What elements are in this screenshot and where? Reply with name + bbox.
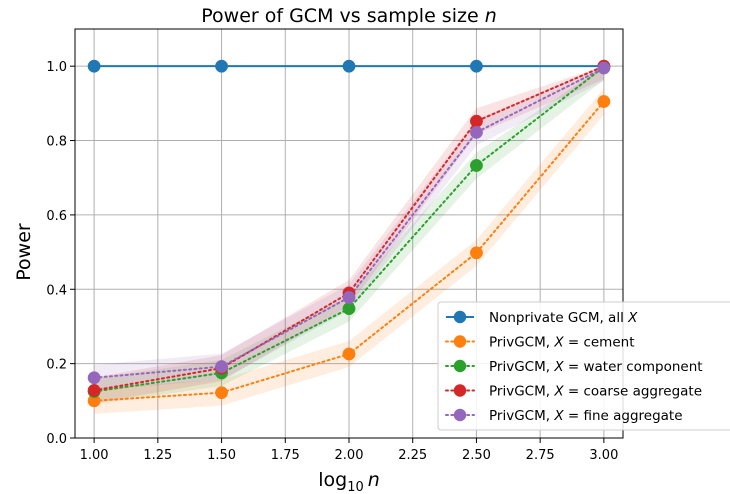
x-tick-label: 1.00	[80, 448, 109, 463]
data-point-series-5	[597, 61, 611, 75]
chart-title: Power of GCM vs sample size n	[201, 5, 497, 27]
legend-label-4: PrivGCM, X = coarse aggregate	[489, 384, 702, 400]
x-axis-label-sub: 10	[347, 480, 364, 494]
y-axis-label: Power	[13, 223, 35, 281]
data-point-series-2	[469, 246, 483, 260]
data-point-series-2	[597, 95, 611, 108]
y-tick-label: 0.6	[46, 209, 67, 224]
data-point-series-5	[87, 371, 101, 385]
x-axis-label-base: log	[318, 469, 347, 491]
data-point-series-5	[215, 360, 229, 374]
data-point-series-3	[342, 302, 356, 316]
legend-label-5: PrivGCM, X = fine aggregate	[489, 408, 683, 424]
x-axis-label: log10 n	[318, 469, 380, 494]
data-point-series-1	[215, 59, 229, 73]
legend-marker-3	[453, 359, 467, 373]
legend-marker-5	[453, 408, 467, 422]
legend-marker-4	[453, 384, 467, 397]
y-tick-label: 1.0	[46, 60, 67, 75]
confidence-band-series-4	[94, 66, 604, 404]
legend-marker-1	[453, 310, 467, 324]
x-tick-label: 2.75	[526, 448, 555, 463]
series-markers	[87, 59, 611, 408]
data-point-series-1	[469, 59, 483, 73]
x-axis-label-var: n	[368, 469, 380, 491]
x-tick-label: 2.00	[335, 448, 364, 463]
y-tick-label: 0.8	[46, 135, 67, 150]
y-tick-label: 0.4	[46, 283, 67, 298]
grid	[75, 29, 623, 439]
data-point-series-5	[469, 125, 483, 139]
data-point-series-2	[342, 347, 356, 361]
x-axis-ticks: 1.00 1.25 1.50 1.75 2.00 2.25 2.50 2.75 3.00	[80, 438, 618, 463]
y-tick-label: 0.0	[46, 432, 67, 447]
legend: Nonprivate GCM, all X PrivGCM, X = cement…	[437, 301, 730, 431]
x-tick-label: 1.50	[207, 448, 236, 463]
x-tick-label: 3.00	[589, 448, 618, 463]
chart-title-var: n	[485, 5, 497, 27]
y-axis-ticks: 0.0 0.2 0.4 0.6 0.8 1.0	[46, 60, 75, 447]
x-tick-label: 1.25	[143, 448, 172, 463]
legend-label-2: PrivGCM, X = cement	[489, 335, 635, 351]
data-point-series-2	[215, 386, 229, 400]
legend-label-3: PrivGCM, X = water component	[489, 359, 703, 375]
x-tick-label: 2.25	[398, 448, 427, 463]
x-tick-label: 2.50	[462, 448, 491, 463]
data-point-series-1	[342, 59, 356, 73]
legend-box	[437, 301, 730, 431]
data-point-series-4	[469, 114, 483, 128]
data-point-series-4	[87, 383, 101, 397]
chart-title-prefix: Power of GCM vs sample size	[201, 5, 484, 27]
legend-label-1: Nonprivate GCM, all X	[489, 310, 638, 326]
y-tick-label: 0.2	[46, 358, 67, 373]
x-tick-label: 1.75	[271, 448, 300, 463]
legend-marker-2	[453, 335, 467, 348]
data-point-series-1	[87, 59, 101, 73]
data-point-series-3	[469, 159, 483, 172]
data-point-series-5	[342, 291, 356, 304]
confidence-band-series-5	[94, 66, 604, 391]
